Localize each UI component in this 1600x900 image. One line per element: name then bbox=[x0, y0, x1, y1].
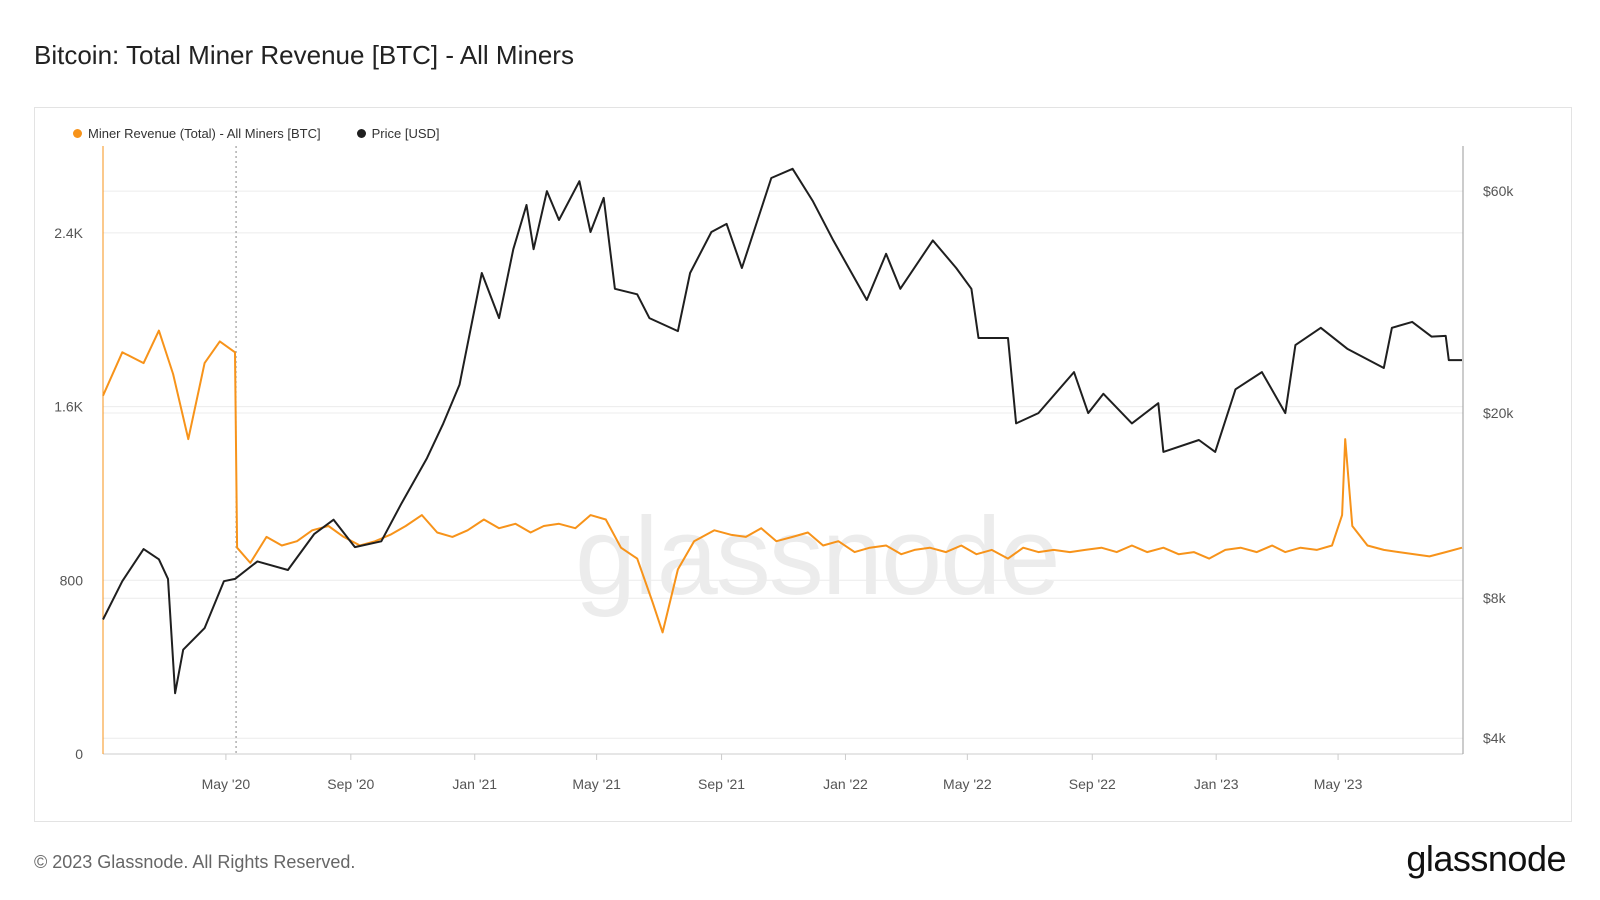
y-right-tick-label: $4k bbox=[1483, 730, 1507, 746]
legend-revenue-label: Miner Revenue (Total) - All Miners [BTC] bbox=[88, 126, 321, 141]
y-left-tick-label: 0 bbox=[75, 746, 83, 762]
legend-price-label: Price [USD] bbox=[371, 126, 440, 141]
price-series-line bbox=[102, 167, 1462, 695]
x-tick-label: Sep '20 bbox=[327, 776, 374, 792]
glassnode-logo: glassnode bbox=[1406, 838, 1566, 879]
y-left-tick-label: 2.4K bbox=[54, 225, 83, 241]
legend-revenue-dot bbox=[73, 129, 82, 138]
copyright-text: © 2023 Glassnode. All Rights Reserved. bbox=[34, 852, 356, 872]
legend-item-revenue[interactable]: Miner Revenue (Total) - All Miners [BTC] bbox=[73, 126, 321, 141]
x-tick-label: Sep '22 bbox=[1069, 776, 1116, 792]
y-right-tick-label: $8k bbox=[1483, 590, 1507, 606]
chart-svg: 0 800 1.6K 2.4K $4k $8k $20k $60k May '20 Sep '20… bbox=[54, 146, 1514, 792]
x-tick-label: Sep '21 bbox=[698, 776, 745, 792]
x-tick-label: May '22 bbox=[943, 776, 992, 792]
legend-price-dot bbox=[356, 129, 366, 138]
y-left-tick-label: 800 bbox=[60, 572, 84, 588]
chart-panel: Miner Revenue (Total) - All Miners [BTC]… bbox=[34, 107, 1572, 822]
x-tick-label: May '21 bbox=[572, 776, 621, 792]
legend-item-price[interactable]: Price [USD] bbox=[356, 126, 440, 141]
y-left-tick-label: 1.6K bbox=[54, 399, 83, 415]
x-tick-label: Jan '22 bbox=[823, 776, 868, 792]
y-right-tick-label: $60k bbox=[1483, 183, 1514, 199]
y-right-tick-label: $20k bbox=[1483, 405, 1514, 421]
chart-legend: Miner Revenue (Total) - All Miners [BTC]… bbox=[73, 126, 440, 141]
revenue-series-line bbox=[102, 329, 1463, 634]
x-tick-label: Jan '21 bbox=[452, 776, 497, 792]
x-tick-label: Jan '23 bbox=[1194, 776, 1239, 792]
chart-title: Bitcoin: Total Miner Revenue [BTC] - All… bbox=[34, 40, 574, 70]
x-tick-label: May '20 bbox=[202, 776, 251, 792]
x-tick-label: May '23 bbox=[1314, 776, 1363, 792]
